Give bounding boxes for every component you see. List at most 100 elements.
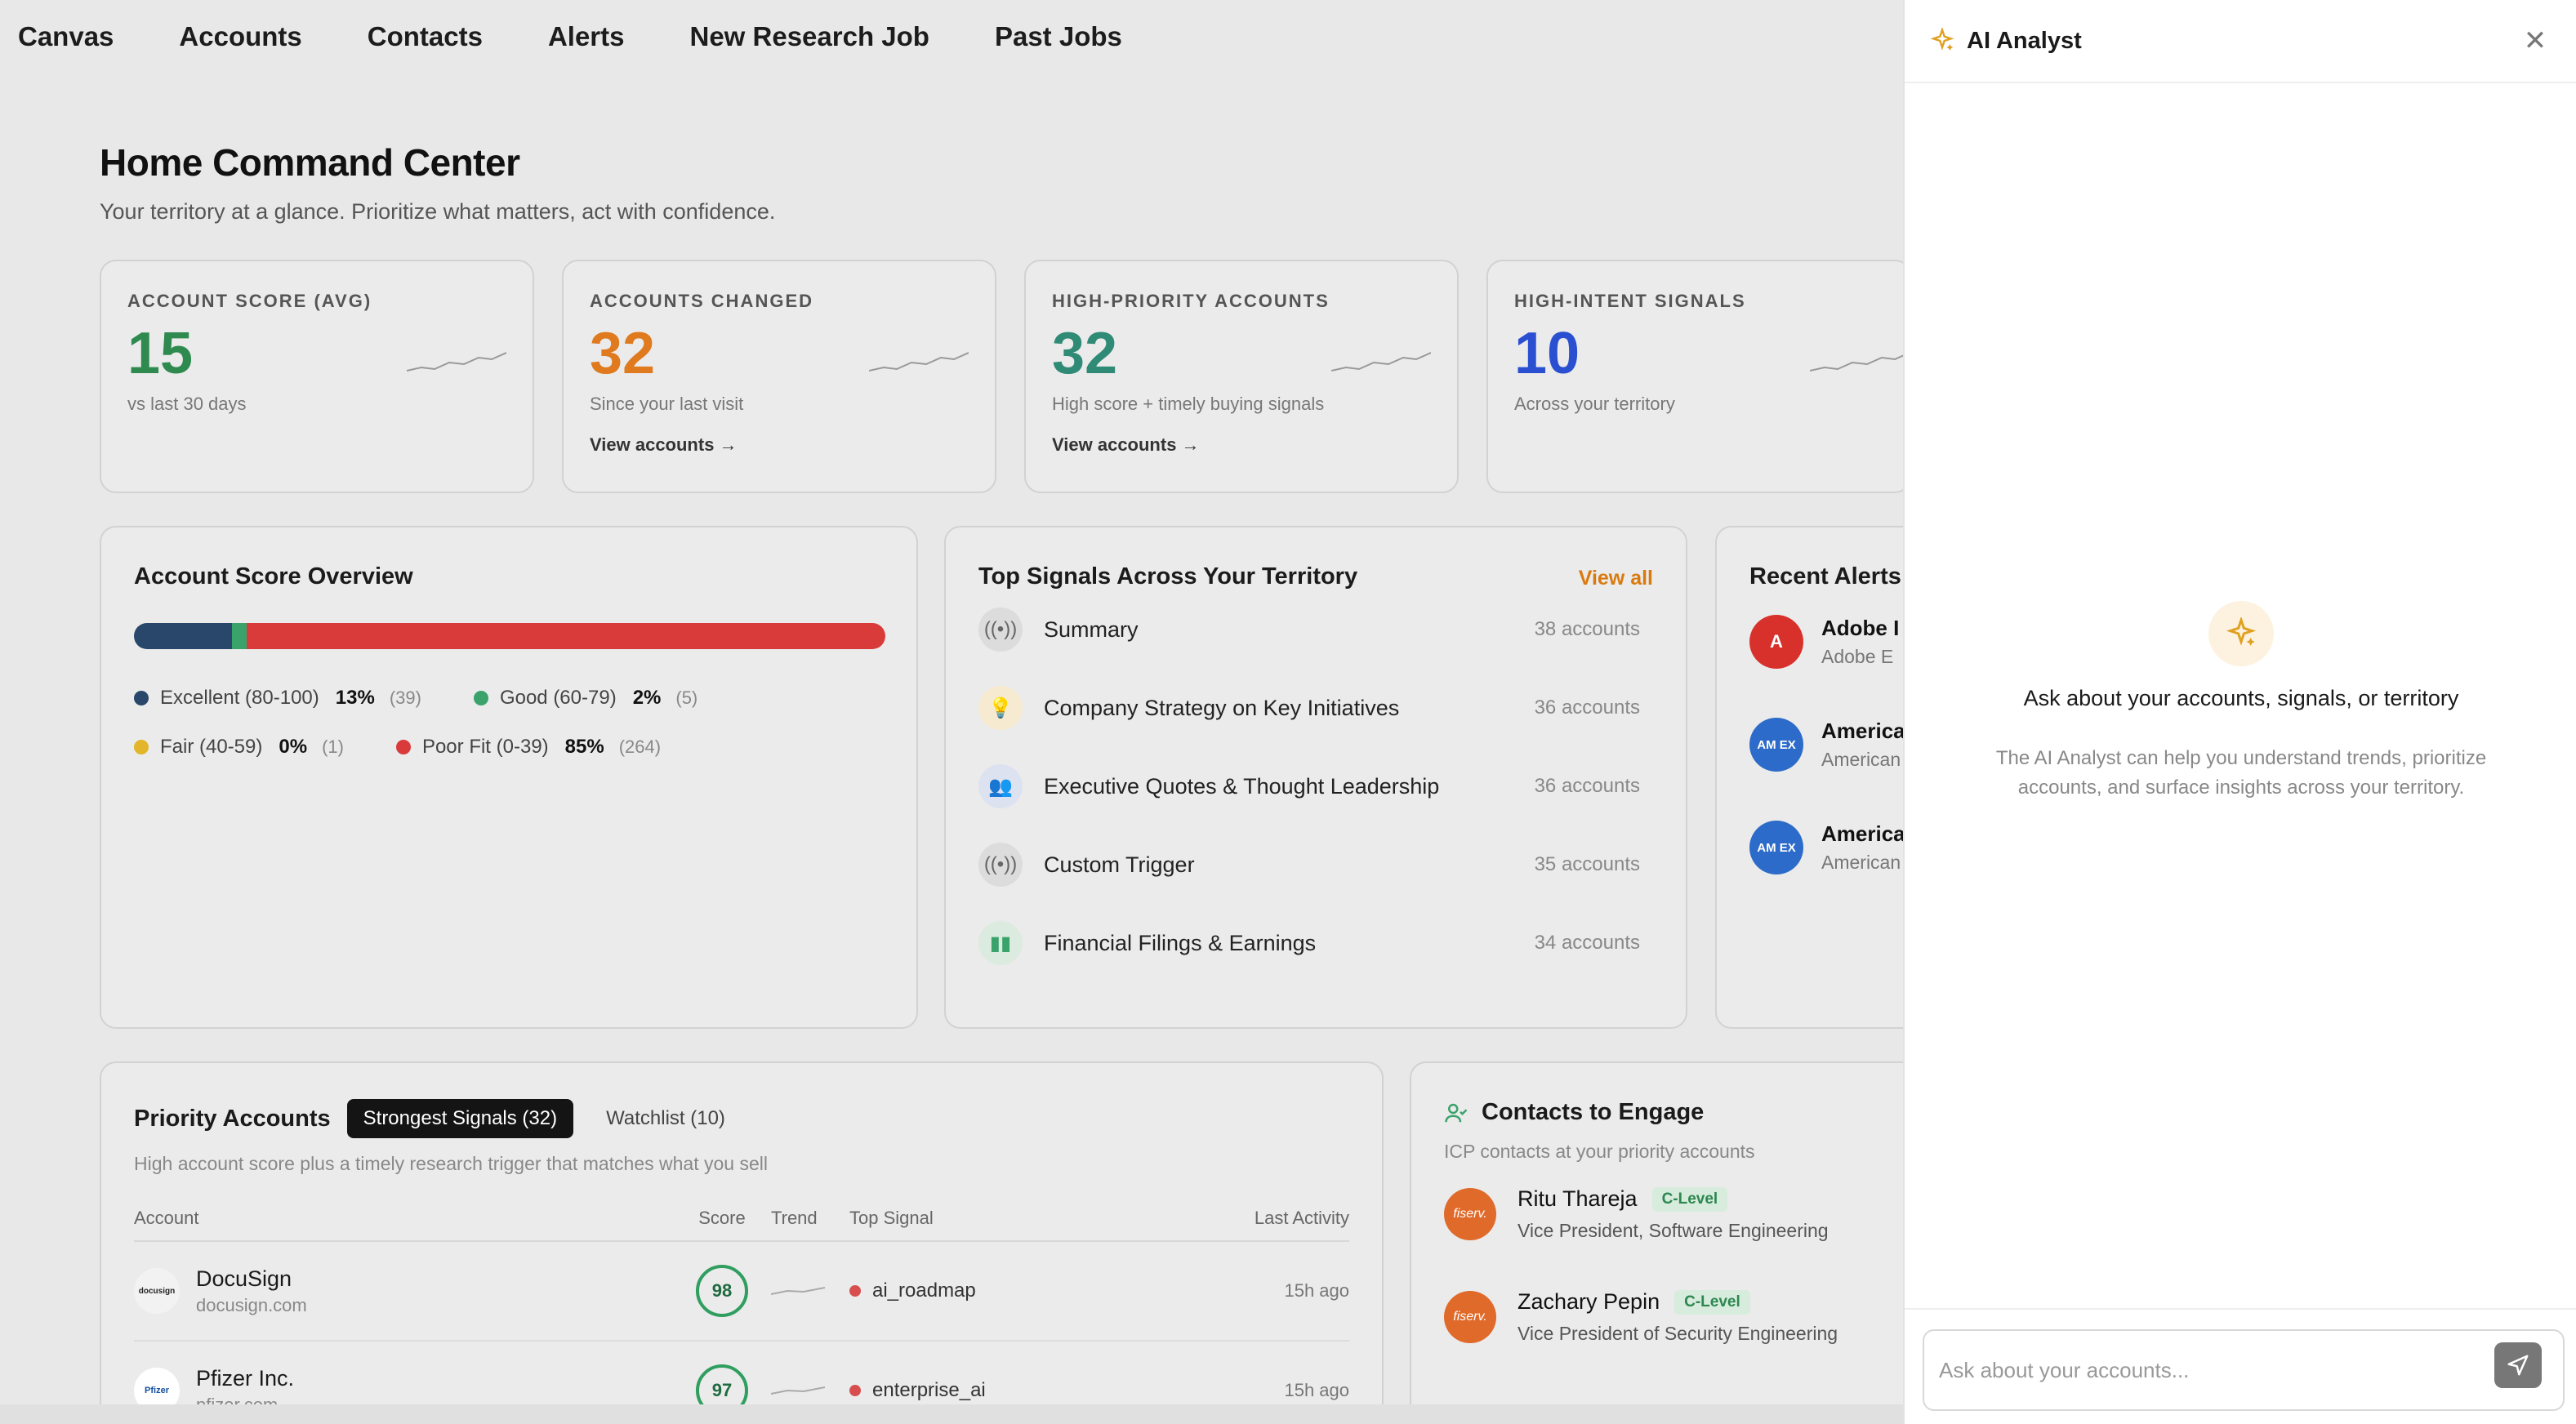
signal-name: Financial Filings & Earnings <box>1044 930 1317 955</box>
contacts-subtitle: ICP contacts at your priority accounts <box>1444 1141 1755 1162</box>
alert-row[interactable]: AM EX America American <box>1749 796 2024 899</box>
tab-strongest-signals[interactable]: Strongest Signals (32) <box>346 1099 574 1138</box>
card-title: Account Score Overview <box>134 563 413 590</box>
top-nav: Canvas Accounts Contacts Alerts New Rese… <box>0 0 1903 73</box>
close-icon[interactable]: ✕ <box>2523 25 2547 56</box>
kpi-value: 15 <box>127 321 194 386</box>
contacts-title: Contacts to Engage <box>1444 1099 2029 1126</box>
col-trend[interactable]: Trend <box>771 1208 818 1228</box>
alert-subtitle: American <box>1821 852 1901 873</box>
contact-row[interactable]: fiserv. Ritu Thareja C-Level Vice Preside… <box>1444 1163 2029 1266</box>
tab-watchlist[interactable]: Watchlist (10) <box>606 1107 725 1129</box>
broadcast-icon: ((•)) <box>978 607 1023 652</box>
legend-dot <box>134 740 149 754</box>
kpi-sub: High score + timely buying signals <box>1052 394 1325 414</box>
adobe-logo-icon: A <box>1749 615 1803 669</box>
signal-row[interactable]: ((•)) Custom Trigger 35 accounts <box>978 825 1653 904</box>
table-row[interactable]: Pfizer Pfizer Inc. pfizer.com 97 enterpr… <box>134 1342 1349 1424</box>
user-check-icon <box>1445 1103 1468 1122</box>
legend-label: Poor Fit (0-39) <box>421 736 549 758</box>
signal-row[interactable]: ((•)) Summary 38 accounts <box>978 590 1653 669</box>
amex-logo-icon: AM EX <box>1749 718 1803 772</box>
nav-contacts[interactable]: Contacts <box>367 21 483 51</box>
alert-row[interactable]: A Adobe I Adobe E <box>1749 590 2024 693</box>
page-title: Home Command Center <box>100 141 520 184</box>
account-domain: docusign.com <box>196 1294 307 1315</box>
sparkles-icon <box>2208 601 2274 666</box>
fiserv-logo-icon: fiserv. <box>1444 1291 1496 1343</box>
kpi-label: HIGH-INTENT SIGNALS <box>1514 291 1746 311</box>
legend-count: (39) <box>389 688 421 708</box>
legend-label: Good (60-79) <box>499 687 617 709</box>
broadcast-icon: ((•)) <box>978 843 1023 887</box>
legend-dot <box>134 691 149 705</box>
last-activity: 15h ago <box>1284 1280 1349 1301</box>
kpi-card-account-score: ACCOUNT SCORE (AVG) 15 vs last 30 days <box>100 260 534 493</box>
score-bar-segment <box>231 623 247 649</box>
view-all-link[interactable]: View all <box>1578 567 1653 590</box>
send-icon[interactable] <box>2494 1342 2542 1388</box>
kpi-card-high-intent: HIGH-INTENT SIGNALS 10 Across your terri… <box>1486 260 1911 493</box>
alert-title: America <box>1821 821 1905 846</box>
ai-input-area <box>1905 1308 2576 1424</box>
alert-title: America <box>1821 719 1905 743</box>
legend-count: (5) <box>675 688 698 708</box>
col-last-activity[interactable]: Last Activity <box>1254 1208 1349 1228</box>
kpi-card-accounts-changed: ACCOUNTS CHANGED 32 Since your last visi… <box>562 260 996 493</box>
account-name: Pfizer Inc. <box>196 1365 295 1391</box>
legend-pct: 0% <box>279 736 308 758</box>
page-subtitle: Your territory at a glance. Prioritize w… <box>100 199 776 224</box>
account-name: DocuSign <box>196 1266 292 1291</box>
score-legend: Excellent (80-100) 13% (39) Good (60-79)… <box>134 674 885 772</box>
nav-alerts[interactable]: Alerts <box>547 21 625 51</box>
signal-row[interactable]: 💡 Company Strategy on Key Initiatives 36… <box>978 669 1653 747</box>
table-header: Account Score Trend Top Signal Last Acti… <box>134 1206 1349 1242</box>
kpi-sub: Across your territory <box>1514 394 1675 414</box>
lightbulb-icon: 💡 <box>978 686 1023 730</box>
view-accounts-link[interactable]: View accounts → <box>590 434 738 455</box>
nav-canvas[interactable]: Canvas <box>18 21 114 51</box>
legend-good: Good (60-79) 2% (5) <box>473 674 698 723</box>
last-activity: 15h ago <box>1284 1380 1349 1400</box>
signal-count: 35 accounts <box>1534 853 1640 875</box>
score-bar-segment <box>247 623 885 649</box>
sparkline-icon <box>1810 352 1910 372</box>
ai-chat-input[interactable] <box>1923 1329 2565 1411</box>
view-accounts-link[interactable]: View accounts → <box>1052 434 1200 455</box>
alert-title: Adobe I <box>1821 616 1900 640</box>
kpi-sub: Since your last visit <box>590 394 744 414</box>
bar-chart-icon: ▮▮ <box>978 921 1023 965</box>
nav-accounts[interactable]: Accounts <box>179 21 302 51</box>
level-badge: C-Level <box>1674 1289 1750 1315</box>
col-top-signal[interactable]: Top Signal <box>849 1208 934 1228</box>
ai-panel-title: AI Analyst <box>1967 27 2082 54</box>
nav-past-jobs[interactable]: Past Jobs <box>994 21 1122 51</box>
col-account[interactable]: Account <box>134 1208 199 1228</box>
kpi-label: HIGH-PRIORITY ACCOUNTS <box>1052 291 1330 311</box>
signal-count: 38 accounts <box>1534 618 1640 640</box>
table-row[interactable]: docusign DocuSign docusign.com 98 ai_roa… <box>134 1242 1349 1342</box>
top-signals-card: Top Signals Across Your Territory View a… <box>944 526 1687 1029</box>
priority-header: Priority Accounts Strongest Signals (32)… <box>134 1099 1349 1138</box>
nav-new-research-job[interactable]: New Research Job <box>689 21 929 51</box>
alert-row[interactable]: AM EX America American <box>1749 693 2024 796</box>
signal-name: Company Strategy on Key Initiatives <box>1044 695 1400 720</box>
signal-count: 34 accounts <box>1534 932 1640 954</box>
contact-row[interactable]: fiserv. Zachary Pepin C-Level Vice Presid… <box>1444 1266 2029 1368</box>
signal-row[interactable]: 👥 Executive Quotes & Thought Leadership … <box>978 747 1653 825</box>
signal-name: Custom Trigger <box>1044 852 1195 877</box>
sparkline-icon <box>869 352 969 372</box>
legend-pct: 85% <box>564 736 604 758</box>
kpi-card-high-priority: HIGH-PRIORITY ACCOUNTS 32 High score + t… <box>1024 260 1459 493</box>
card-title: Recent Alerts <box>1749 563 1901 590</box>
score-badge: 98 <box>696 1265 748 1317</box>
kpi-label: ACCOUNT SCORE (AVG) <box>127 291 372 311</box>
signal-row[interactable]: ▮▮ Financial Filings & Earnings 34 accou… <box>978 904 1653 982</box>
alert-subtitle: Adobe E <box>1821 646 1894 667</box>
contact-name: Zachary Pepin <box>1518 1289 1660 1314</box>
signal-count: 36 accounts <box>1534 775 1640 797</box>
legend-pct: 13% <box>335 687 375 709</box>
col-score[interactable]: Score <box>698 1208 746 1228</box>
kpi-sub: vs last 30 days <box>127 394 247 414</box>
trend-sparkline-icon <box>770 1286 826 1295</box>
